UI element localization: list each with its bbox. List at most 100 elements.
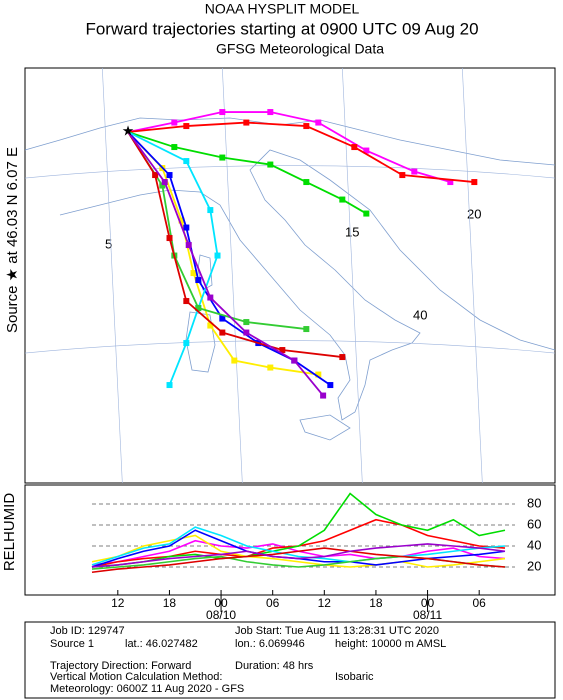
humidity-line: [91, 492, 506, 568]
trajectory-marker: [183, 298, 190, 305]
trajectory-marker: [315, 119, 322, 126]
trajectory-marker: [219, 315, 226, 322]
x-tick-label: 06: [266, 596, 280, 610]
trajectory-marker: [183, 340, 190, 347]
trajectory-marker: [207, 294, 214, 301]
meridian: [222, 67, 243, 484]
footer-text: Isobaric: [335, 671, 374, 683]
trajectory-marker: [447, 179, 454, 186]
trajectory-marker: [363, 210, 370, 217]
humidity-line: [91, 547, 506, 574]
trajectory-marker: [231, 357, 238, 364]
humidity-line: [91, 526, 506, 566]
grid-label: 5: [105, 236, 112, 251]
trajectory-marker: [152, 172, 159, 179]
x-tick-label: 12: [318, 596, 332, 610]
trajectory-marker: [471, 179, 478, 186]
trajectory-marker: [243, 319, 250, 326]
parallel: [24, 165, 556, 179]
trajectory-marker: [171, 144, 178, 151]
trajectory-marker: [303, 123, 310, 130]
trajectory-marker: [214, 252, 221, 259]
source-star: ★: [122, 123, 135, 139]
y-tick-label: 80: [527, 495, 541, 510]
trajectory-marker: [219, 154, 226, 161]
sicily: [299, 414, 351, 441]
footer-text: lon.: 6.069946: [235, 638, 305, 650]
sardinia: [185, 311, 216, 373]
title-3: GFSG Meteorological Data: [216, 41, 384, 57]
trajectory-marker: [178, 217, 185, 224]
trajectory-marker: [183, 158, 190, 165]
title-2: Forward trajectories starting at 0900 UT…: [85, 19, 478, 38]
trajectory-marker: [339, 196, 346, 203]
footer-text: Job Start: Tue Aug 11 13:28:31 UTC 2020: [235, 625, 439, 637]
trajectory: [127, 131, 324, 397]
trajectory-marker: [339, 354, 346, 361]
footer-text: Job ID: 129747: [50, 625, 125, 637]
footer-text: height: 10000 m AMSL: [335, 638, 446, 650]
map-frame: [24, 67, 556, 484]
footer-frame: [24, 621, 556, 699]
trajectory-marker: [219, 109, 226, 116]
trajectory-marker: [267, 109, 274, 116]
x-tick-label: 18: [163, 596, 177, 610]
trajectory-marker: [399, 172, 406, 179]
trajectory: [127, 131, 331, 386]
meridian: [342, 67, 363, 484]
coastlines: [24, 117, 556, 441]
y-tick-label: 20: [527, 558, 541, 573]
trajectory-marker: [207, 207, 214, 214]
parallel: [24, 340, 556, 354]
trajectory: [127, 111, 451, 183]
footer-text: Duration: 48 hrs: [235, 660, 314, 672]
humidity-line: [91, 543, 506, 568]
trajectory-marker: [411, 168, 418, 175]
trajectory-marker: [183, 123, 190, 130]
trajectory-marker: [207, 322, 214, 329]
trajectory-marker: [185, 242, 192, 249]
footer-text: Source 1: [50, 638, 94, 650]
trajectory-marker: [195, 277, 202, 284]
trajectory-marker: [279, 347, 286, 354]
trajectory-marker: [159, 182, 166, 189]
x-tick-label: 06: [473, 596, 487, 610]
footer-text: Vertical Motion Calculation Method:: [50, 671, 222, 683]
trajectory-marker: [243, 119, 250, 126]
trajectory-marker: [303, 326, 310, 333]
trajectory-marker: [171, 119, 178, 126]
trajectory-marker: [303, 179, 310, 186]
trajectory-marker: [219, 329, 226, 336]
trajectory-marker: [166, 235, 173, 242]
x-tick-label: 18: [369, 596, 383, 610]
meridian: [102, 67, 123, 484]
trajectory-marker: [267, 161, 274, 168]
trajectory-marker: [183, 224, 190, 231]
grid-label: 20: [467, 206, 481, 221]
trajectory-marker: [291, 357, 298, 364]
date-label: 08/11: [413, 608, 442, 622]
y-tick-label: 60: [527, 516, 541, 531]
trajectory-marker: [161, 179, 168, 186]
source-label: Source ★ at 46.03 N 6.07 E: [4, 147, 21, 333]
trajectory-marker: [166, 172, 173, 179]
trajectory-marker: [320, 392, 327, 399]
trajectory-marker: [243, 329, 250, 336]
italy-coast: [59, 149, 556, 421]
humidity-frame: [24, 484, 556, 596]
date-label: 08/10: [206, 608, 236, 622]
trajectory: [127, 131, 307, 330]
footer-text: Trajectory Direction: Forward: [50, 660, 191, 672]
trajectory: [127, 131, 319, 376]
trajectory-marker: [267, 364, 274, 371]
trajectory-marker: [315, 371, 322, 378]
footer-text: Meteorology: 0600Z 11 Aug 2020 - GFS: [50, 683, 244, 695]
trajectory-marker: [166, 382, 173, 389]
grid-label: 40: [413, 307, 427, 322]
trajectory-marker: [351, 144, 358, 151]
y-tick-label: 40: [527, 537, 541, 552]
trajectory-marker: [327, 382, 334, 389]
grid-label: 15: [345, 224, 359, 239]
trajectory-marker: [195, 305, 202, 312]
